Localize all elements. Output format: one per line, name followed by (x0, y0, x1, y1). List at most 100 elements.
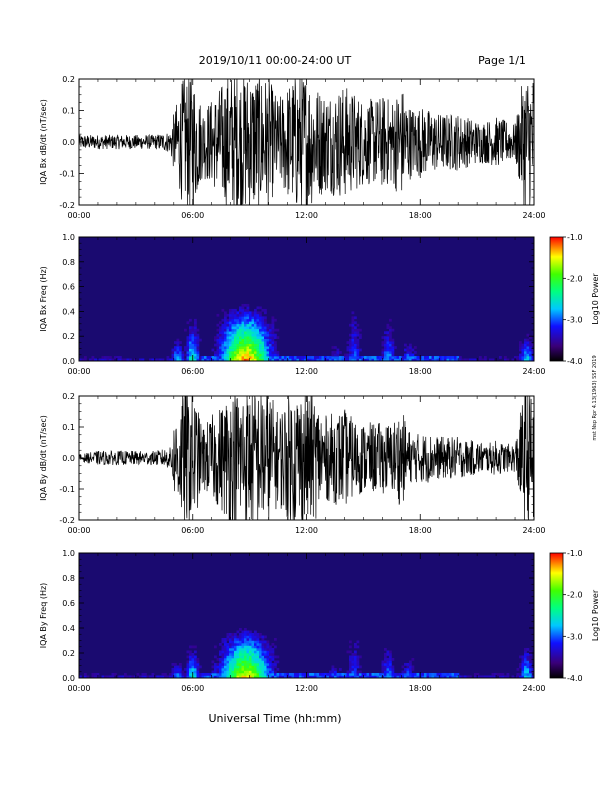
spectrogram-background (79, 553, 534, 678)
spectrogram-cell (351, 323, 355, 327)
spectrogram-cell (219, 665, 222, 669)
spectrogram-cell (239, 675, 242, 679)
spectrogram-cell (529, 655, 532, 659)
spectrogram-cell (256, 346, 260, 349)
spectrogram-cell (394, 346, 397, 349)
spectrogram-cell (326, 356, 330, 359)
spectrogram-cell (169, 675, 172, 679)
spectrogram-cell (251, 343, 255, 347)
spectrogram-cell (356, 655, 360, 659)
spectrogram-cell (399, 356, 402, 359)
spectrogram-cell (224, 328, 227, 332)
spectrogram-cell (274, 660, 277, 664)
spectrogram-cell (334, 675, 337, 679)
spectrogram-cell (379, 356, 382, 359)
spectrogram-cell (214, 675, 217, 679)
spectrogram-cell (216, 338, 220, 342)
spectrogram-cell (526, 663, 530, 666)
spectrogram-cell (471, 358, 475, 362)
spectrogram-cell (259, 313, 262, 317)
spectrogram-cell (174, 673, 177, 676)
x-tick-label: 18:00 (409, 684, 432, 693)
spectrogram-cell (529, 675, 532, 679)
spectrogram-cell (121, 675, 125, 679)
spectrogram-cell (194, 326, 197, 330)
spectrogram-cell (331, 673, 335, 676)
header-date-range: 2019/10/11 00:00-24:00 UT (199, 54, 352, 67)
spectrogram-cell (161, 673, 165, 676)
spectrogram-cell (214, 670, 217, 674)
spectrogram-cell (241, 673, 245, 676)
spectrogram-cell (316, 675, 320, 679)
spectrogram-cell (214, 336, 217, 339)
spectrogram-cell (351, 333, 355, 337)
spectrogram-cell (241, 655, 245, 659)
spectrogram-cell (244, 333, 247, 337)
spectrogram-cell (194, 353, 197, 357)
x-tick-label: 12:00 (295, 684, 318, 693)
spectrogram-cell (179, 673, 182, 676)
spectrogram-cell (174, 346, 177, 349)
spectrogram-cell (149, 358, 152, 362)
spectrogram-cell (436, 675, 440, 679)
spectrogram-cell (331, 358, 335, 362)
spectrogram-cell (204, 673, 207, 676)
spectrogram-cell (216, 346, 220, 349)
spectrogram-cell (394, 673, 397, 676)
spectrogram-cell (474, 673, 477, 676)
spectrogram-cell (229, 326, 232, 330)
spectrogram-cell (274, 333, 277, 337)
y-tick-label: 0.6 (62, 283, 75, 292)
spectrogram-cell (189, 326, 192, 330)
spectrogram-cell (229, 353, 232, 357)
spectrogram-cell (351, 348, 355, 352)
spectrogram-cell (494, 673, 497, 676)
spectrogram-cell (221, 638, 225, 641)
spectrogram-cell (274, 358, 277, 362)
spectrogram-cell (196, 660, 200, 664)
spectrogram-cell (401, 673, 405, 676)
spectrogram-cell (381, 356, 385, 359)
spectrogram-cell (519, 665, 522, 669)
spectrogram-cell (454, 675, 457, 679)
spectrogram-cell (331, 665, 335, 669)
spectrogram-cell (259, 668, 262, 671)
spectrogram-cell (274, 328, 277, 332)
spectrogram-cell (234, 633, 237, 636)
spectrogram-cell (196, 341, 200, 344)
spectrogram-cell (179, 663, 182, 666)
spectrogram-cell (181, 351, 185, 354)
spectrogram-cell (489, 358, 492, 362)
spectrogram-cell (376, 673, 380, 676)
spectrogram-cell (234, 346, 237, 349)
spectrogram-cell (246, 673, 250, 676)
spectrogram-cell (254, 663, 257, 666)
spectrogram-cell (531, 358, 535, 362)
spectrogram-cell (381, 663, 385, 666)
spectrogram-cell (529, 660, 532, 664)
spectrogram-cell (381, 358, 385, 362)
spectrogram-cell (176, 356, 180, 359)
spectrogram-cell (389, 348, 392, 352)
spectrogram-cell (391, 338, 395, 342)
spectrogram-cell (364, 356, 367, 359)
spectrogram-cell (499, 356, 502, 359)
spectrogram-cell (261, 660, 265, 664)
spectrogram-cell (239, 346, 242, 349)
spectrogram-cell (389, 655, 392, 659)
spectrogram-cell (266, 328, 270, 332)
spectrogram-cell (179, 341, 182, 344)
spectrogram-cell (526, 348, 530, 352)
spectrogram-cell (356, 351, 360, 354)
spectrogram-cell (281, 673, 285, 676)
spectrogram-cell (241, 341, 245, 344)
spectrogram-cell (249, 328, 252, 332)
spectrogram-cell (231, 323, 235, 327)
spectrogram-cell (391, 358, 395, 362)
spectrogram-cell (434, 675, 437, 679)
spectrogram-cell (219, 673, 222, 676)
spectrogram-cell (374, 673, 377, 676)
spectrogram-cell (236, 663, 240, 666)
spectrogram-cell (229, 668, 232, 671)
spectrogram-cell (389, 665, 392, 669)
